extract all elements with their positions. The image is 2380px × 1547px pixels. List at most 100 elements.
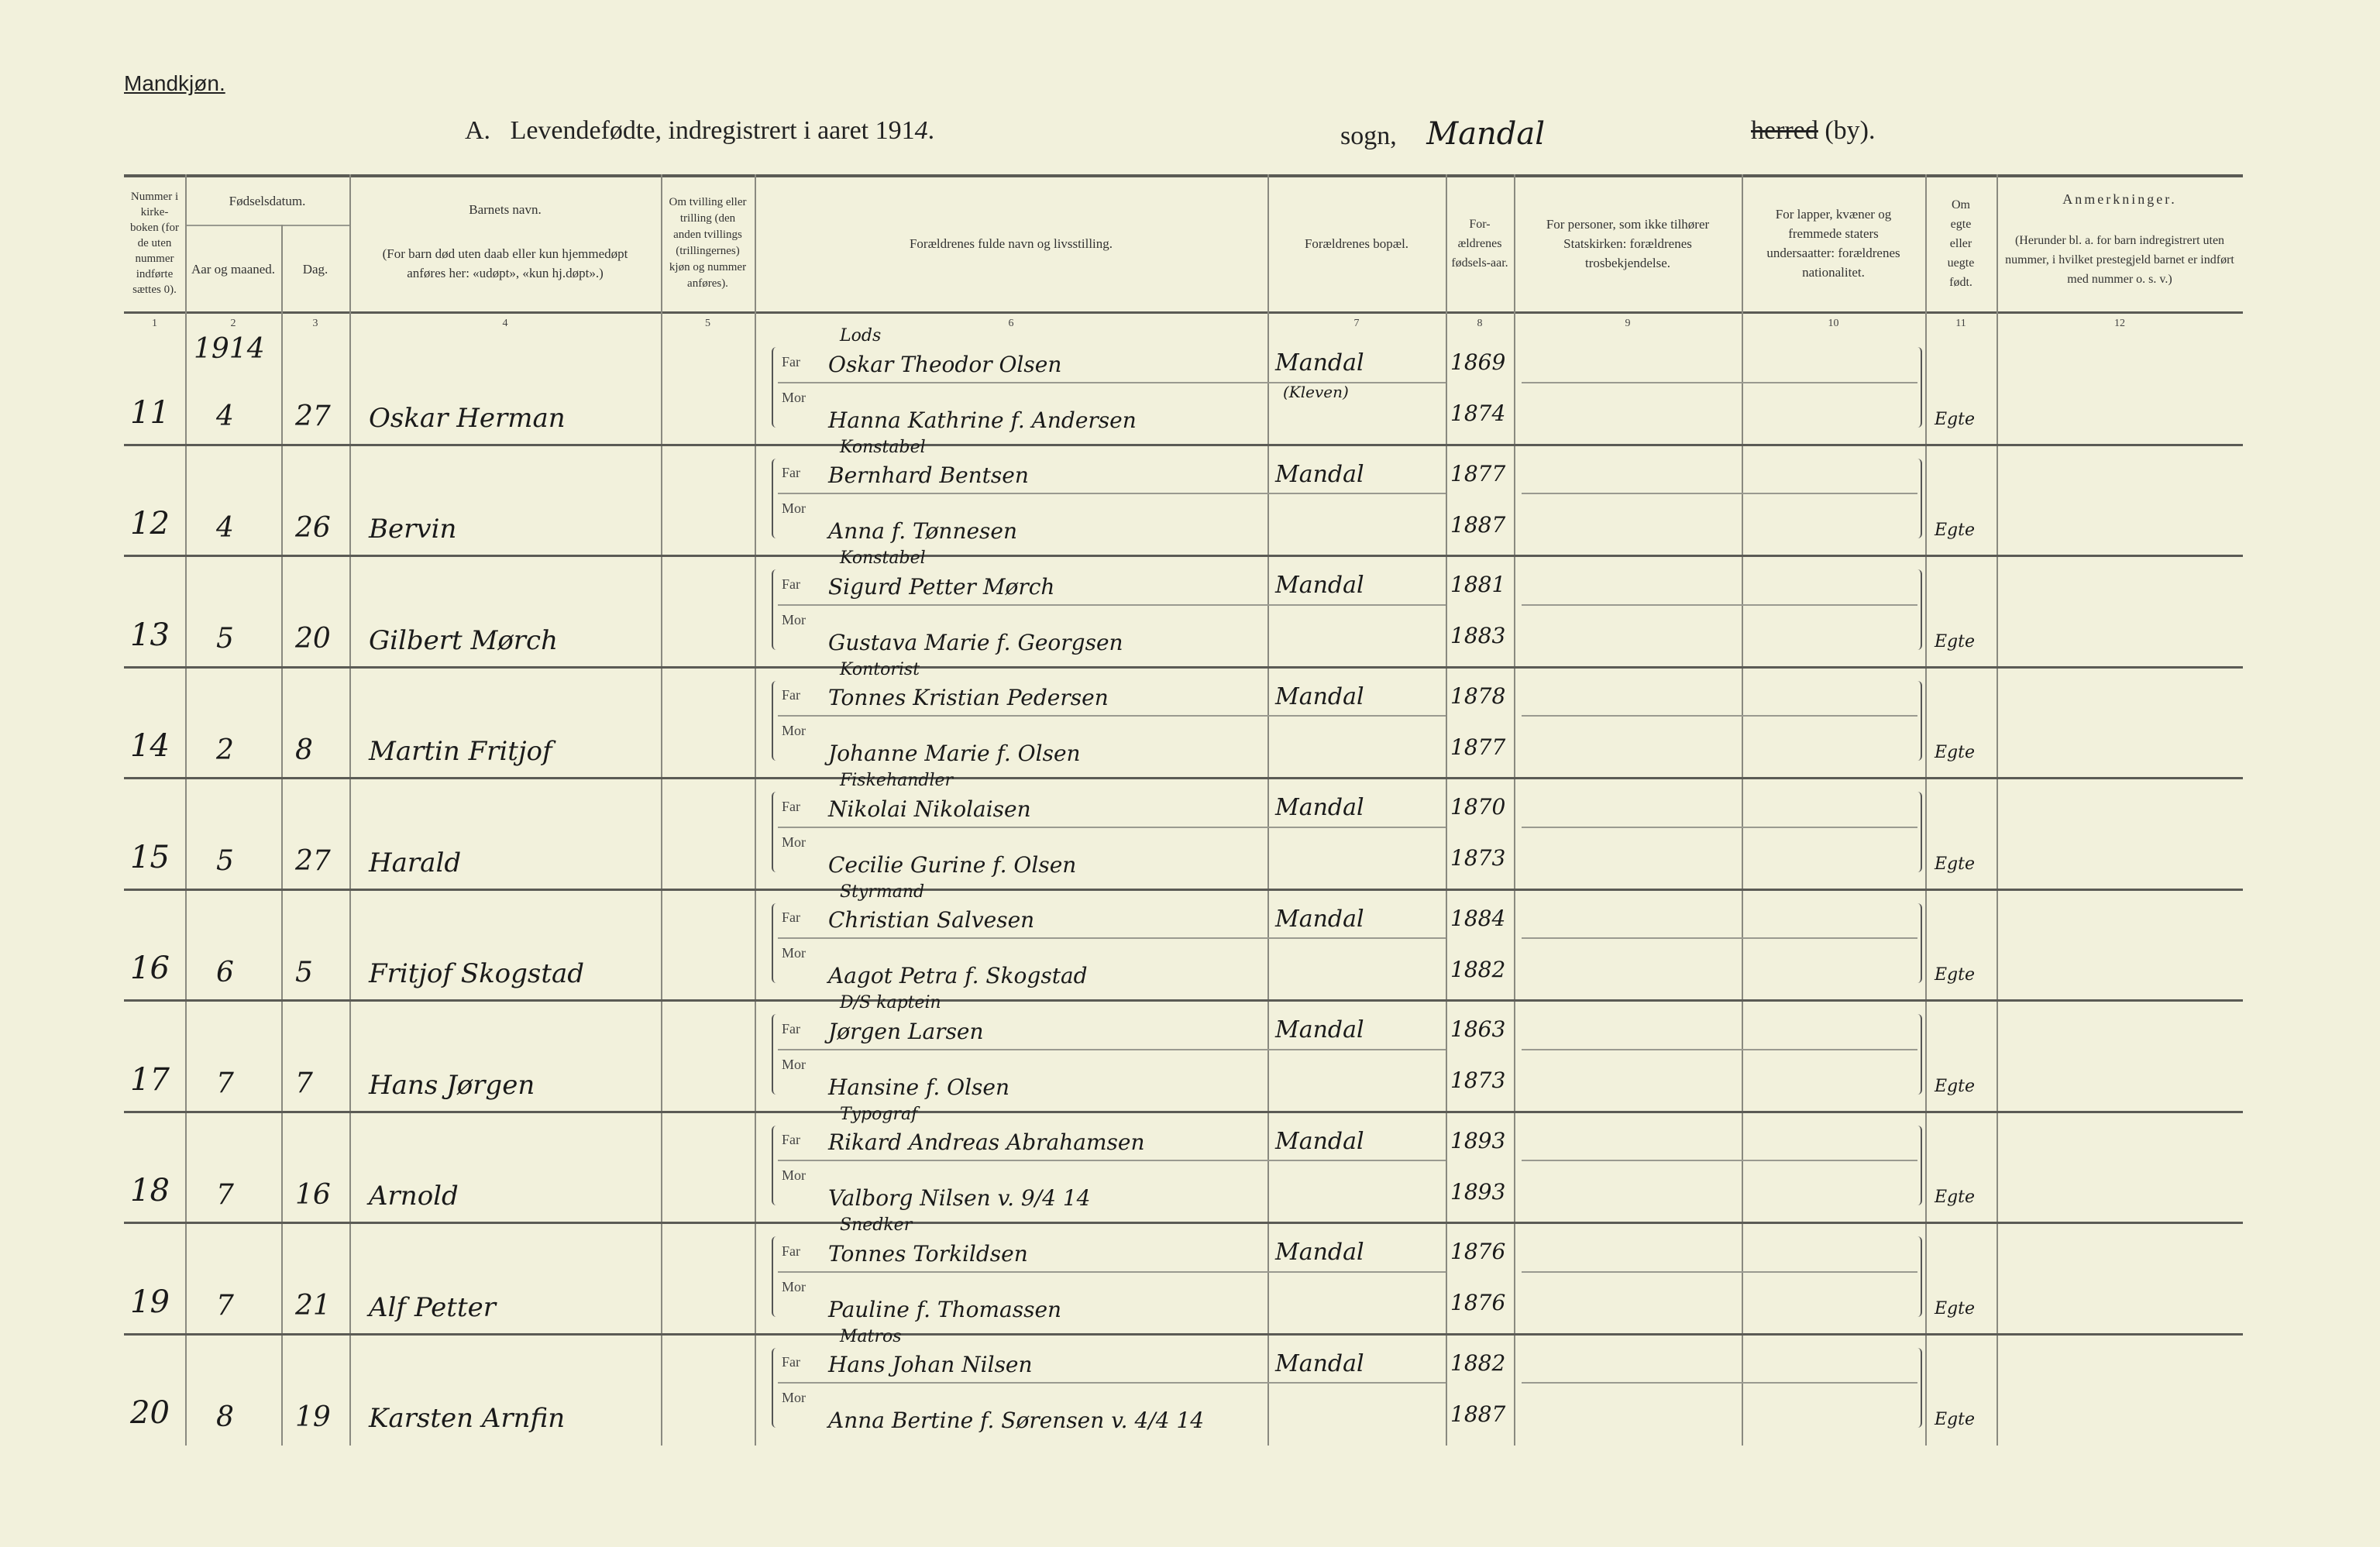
- far-label: Far: [782, 576, 800, 592]
- far-mor-divider: [778, 603, 1446, 606]
- header-tvilling: Om tvilling eller trilling (den anden tv…: [669, 196, 747, 290]
- mother-name: Hanna Kathrine f. Andersen: [828, 407, 1137, 433]
- herred-label: herred: [1751, 116, 1818, 145]
- entry-number: 13: [130, 617, 170, 653]
- legitimacy: Egte: [1935, 521, 1976, 541]
- residence: Mandal: [1275, 1016, 1364, 1044]
- bracket-icon: [772, 680, 778, 761]
- header-dag: Dag.: [302, 262, 328, 277]
- birth-day: 16: [295, 1178, 331, 1211]
- row-divider: [124, 888, 2243, 891]
- father-name: Rikard Andreas Abrahamsen: [828, 1129, 1145, 1156]
- header-nationalitet: For lapper, kvæner og fremmede staters u…: [1766, 207, 1900, 280]
- far-mor-divider-right: [1522, 937, 1917, 940]
- mother-name: Anna Bertine f. Sørensen v. 4/4 14: [828, 1408, 1205, 1434]
- header-anmerkninger: Anmerkninger.: [2062, 191, 2177, 207]
- column-number: 10: [1828, 318, 1839, 329]
- mother-name: Anna f. Tønnesen: [828, 518, 1018, 545]
- child-name: Oskar Herman: [369, 402, 566, 434]
- far-mor-divider: [778, 937, 1446, 940]
- far-mor-divider-right: [1522, 1160, 1917, 1162]
- mother-birth-year: 1877: [1450, 734, 1506, 760]
- column-divider: [185, 174, 187, 1446]
- father-occupation: Lods: [840, 326, 882, 345]
- father-name: Sigurd Petter Mørch: [828, 573, 1055, 600]
- legitimacy: Egte: [1935, 743, 1976, 763]
- far-label: Far: [782, 1020, 800, 1036]
- row-divider: [124, 777, 2243, 779]
- child-name: Fritjof Skogstad: [369, 958, 585, 990]
- mother-birth-year: 1882: [1450, 956, 1506, 982]
- column-divider: [1514, 174, 1515, 1446]
- child-name: Hans Jørgen: [369, 1069, 535, 1101]
- column-number: 12: [2114, 318, 2125, 329]
- child-name: Alf Petter: [369, 1291, 496, 1323]
- father-occupation: Konstabel: [840, 548, 926, 568]
- far-label: Far: [782, 687, 800, 703]
- father-birth-year: 1877: [1450, 460, 1506, 486]
- mother-birth-year: 1876: [1450, 1290, 1506, 1316]
- far-mor-divider-right: [1522, 603, 1917, 606]
- bracket-icon: [772, 458, 778, 539]
- legitimacy: Egte: [1935, 409, 1976, 429]
- legitimacy: Egte: [1935, 1188, 1976, 1208]
- column-number: 2: [230, 318, 236, 329]
- far-label: Far: [782, 798, 800, 814]
- birth-day: 8: [295, 734, 313, 766]
- header-barnets-navn: Barnets navn.: [469, 201, 542, 217]
- header-foreldre-navn: Forældrenes fulde navn og livsstilling.: [909, 235, 1113, 251]
- far-label: Far: [782, 465, 800, 481]
- title-year-suffix: 4: [914, 116, 928, 145]
- residence: Mandal: [1275, 794, 1364, 822]
- father-birth-year: 1884: [1450, 905, 1506, 931]
- residence: Mandal: [1275, 572, 1364, 600]
- header-aar-maaned: Aar og maaned.: [191, 262, 276, 277]
- birth-month: 4: [216, 401, 234, 433]
- mor-label: Mor: [782, 389, 806, 405]
- bracket-icon: [772, 1125, 778, 1206]
- mor-label: Mor: [782, 500, 806, 517]
- father-birth-year: 1878: [1450, 682, 1506, 709]
- birth-month: 4: [216, 511, 234, 544]
- birth-month: 2: [216, 734, 234, 766]
- far-mor-divider-right: [1522, 1048, 1917, 1050]
- title-prefix: A.: [465, 116, 491, 145]
- mother-birth-year: 1887: [1450, 511, 1506, 538]
- mor-label: Mor: [782, 611, 806, 627]
- far-mor-divider-right: [1522, 381, 1917, 383]
- column-divider: [1267, 174, 1269, 1446]
- legitimacy: Egte: [1935, 854, 1976, 874]
- entry-number: 16: [130, 951, 170, 987]
- birth-day: 21: [295, 1290, 331, 1322]
- column-divider: [1925, 174, 1927, 1446]
- mother-birth-year: 1873: [1450, 845, 1506, 871]
- mother-birth-year: 1874: [1450, 401, 1506, 427]
- mother-name: Aagot Petra f. Skogstad: [828, 963, 1088, 989]
- father-birth-year: 1881: [1450, 572, 1506, 598]
- mother-birth-year: 1873: [1450, 1067, 1506, 1094]
- legitimacy: Egte: [1935, 1298, 1976, 1318]
- far-mor-divider: [778, 1048, 1446, 1050]
- far-mor-divider-right: [1522, 826, 1917, 828]
- row-divider: [124, 1110, 2243, 1113]
- column-number: 1: [152, 318, 157, 329]
- far-mor-divider-right: [1522, 1382, 1917, 1384]
- header-barnets-navn-note: (For barn død uten daab eller kun hjemme…: [382, 246, 628, 280]
- mor-label: Mor: [782, 1167, 806, 1184]
- column-divider: [349, 174, 351, 1446]
- column-number: 4: [502, 318, 508, 329]
- far-mor-divider: [778, 715, 1446, 717]
- mor-label: Mor: [782, 723, 806, 739]
- header-fodselsaar: For-ældrenes fødsels-aar.: [1451, 217, 1508, 270]
- far-mor-divider-right: [1522, 715, 1917, 717]
- column-number: 9: [1625, 318, 1631, 329]
- mother-birth-year: 1893: [1450, 1178, 1506, 1205]
- residence: Mandal: [1275, 905, 1364, 933]
- fodselsdatum-rule: [185, 225, 349, 226]
- father-occupation: Styrmand: [840, 882, 925, 902]
- birth-day: 27: [295, 845, 331, 878]
- row-divider: [124, 555, 2243, 557]
- father-birth-year: 1882: [1450, 1349, 1506, 1376]
- far-label: Far: [782, 1243, 800, 1259]
- entry-number: 17: [130, 1061, 170, 1098]
